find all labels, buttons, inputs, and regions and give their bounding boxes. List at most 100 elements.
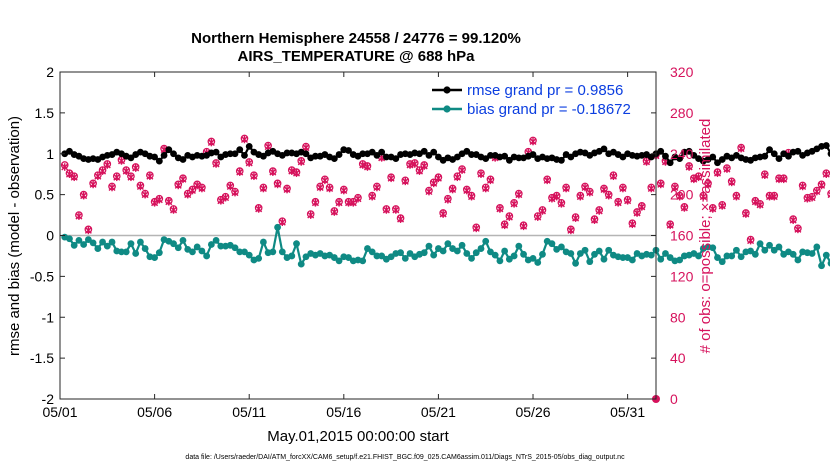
obs-assimilated-point [231,188,239,197]
obs-assimilated-point [614,199,622,207]
rmse-point [241,151,248,159]
bias-point [245,251,253,259]
rmse-point [345,147,352,154]
obs-assimilated-point [510,200,518,208]
right-y-axis: 0 40 80 120 160 200 240 280 320 [651,64,694,407]
right-tick-label: 120 [670,268,694,284]
bias-point [539,250,546,258]
rmse-point [165,146,173,154]
bias-point [775,243,783,251]
obs-assimilated-point [789,216,797,224]
obs-assimilated-point [373,183,381,192]
obs-assimilated-point [638,203,646,211]
bias-point [155,249,163,257]
obs-assimilated-point [543,176,551,185]
bias-point [70,241,78,249]
bias-point [174,244,182,252]
bias-point [647,251,655,259]
chart-title-line1: Northern Hemisphere 24558 / 24776 = 99.1… [191,30,521,47]
rmse-point [127,154,135,162]
x-tick-label: 05/31 [610,404,645,420]
obs-assimilated-point [482,184,490,193]
obs-assimilated-point [368,192,376,201]
bias-point [236,248,244,256]
obs-assimilated-point [468,192,476,201]
bias-point [189,248,196,256]
bias-point [501,247,509,255]
rmse-point [775,155,783,163]
obs-assimilated-point [709,205,717,213]
bias-point [468,254,475,262]
obs-assimilated-point [117,157,125,165]
rmse-point [170,150,177,158]
bias-point [714,254,721,261]
bias-point [108,238,116,246]
obs-assimilated-point [434,174,442,183]
obs-assimilated-point [151,199,159,207]
obs-assimilated-point [359,161,367,169]
obs-assimilated-point [283,185,291,194]
bias-point [269,248,277,256]
left-y-axis: -2 -1.5 -1 -0.5 0 0.5 1 1.5 2 [30,64,65,407]
bias-point [477,245,485,252]
data-file-footer: data file: /Users/raeder/DAI/ATM_forcXX/… [185,454,625,461]
bias-point [288,252,296,260]
y-axis-left-label: rmse and bias (model - observation) [6,116,23,356]
bias-point [662,250,669,257]
obs-assimilated-point [572,214,580,222]
bias-point [141,245,149,252]
obs-assimilated-point [742,210,750,218]
obs-assimilated-point [799,182,807,191]
bias-point [572,259,579,267]
bias-point [586,258,594,266]
bias-point [605,246,613,254]
left-tick-label: 1.5 [35,105,55,121]
obs-assimilated-point [382,206,390,214]
rmse-point [435,153,442,161]
obs-assimilated-point [236,168,244,176]
bias-point [770,246,778,254]
x-tick-label: 05/11 [232,404,266,420]
bias-point [505,255,513,263]
bias-point [359,257,367,265]
rmse-point [666,159,674,167]
right-tick-label: 80 [670,309,686,325]
obs-assimilated-point [505,213,513,221]
obs-assimilated-point [302,143,310,152]
bias-point [813,243,821,251]
bias-point [487,248,494,256]
rmse-point [330,155,338,163]
rmse-point [160,151,168,159]
bias-point [406,250,414,257]
obs-assimilated-point [713,169,721,177]
bias-point [137,238,144,246]
obs-assimilated-point [136,182,144,191]
obs-assimilated-point [207,138,215,147]
obs-assimilated-point [411,160,419,168]
bias-point [557,243,565,251]
rmse-point [231,150,239,158]
rmse-point [259,152,267,160]
bias-point [534,259,542,266]
right-tick-label: 200 [670,187,694,203]
bias-point [335,257,343,265]
rmse-point [378,148,386,156]
obs-assimilated-point [392,206,400,214]
bias-point [203,252,211,260]
obs-assimilated-point [704,180,712,189]
bias-point [368,248,376,256]
left-tick-label: 2 [46,64,54,80]
bias-point [94,245,102,252]
left-tick-label: -0.5 [30,268,54,284]
bias-point [198,247,206,255]
bias-point [387,253,395,261]
rmse-point [212,148,220,156]
x-tick-label: 05/01 [42,404,77,420]
x-tick-label: 05/26 [515,404,550,420]
bias-point [439,247,447,255]
bias-point [676,256,684,264]
obs-assimilated-point [165,197,173,206]
obs-assimilated-point [728,178,736,187]
obs-assimilated-point [311,199,319,207]
obs-assimilated-point [808,193,816,202]
